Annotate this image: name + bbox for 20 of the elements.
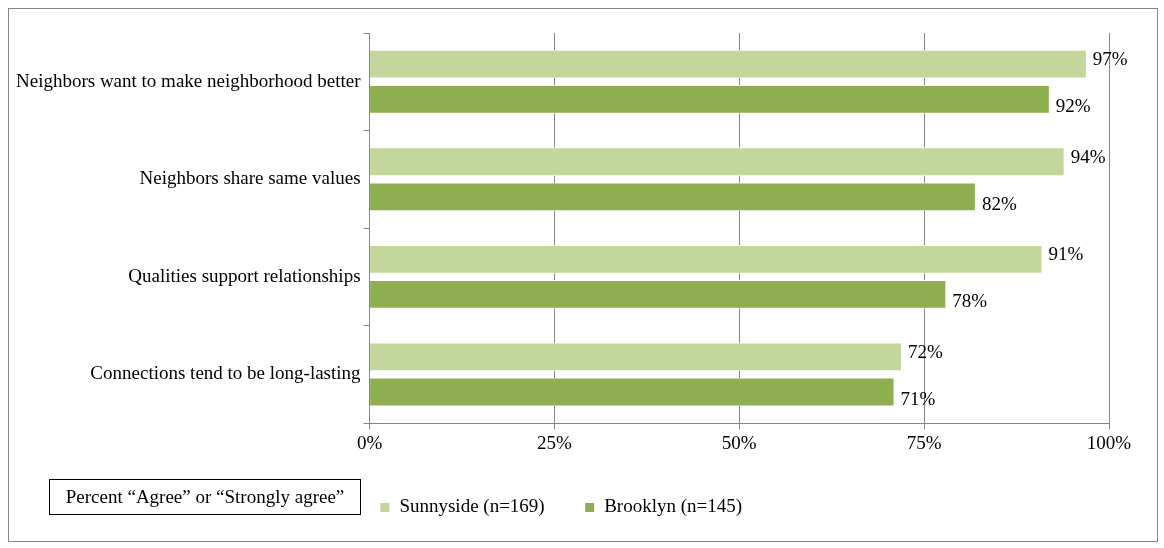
data-label: 97% [1092, 48, 1128, 70]
data-label: 72% [907, 340, 943, 362]
x-tick-label: 50% [721, 431, 757, 453]
legend-label: Brooklyn (n=145) [604, 495, 743, 518]
data-label: 91% [1048, 243, 1084, 265]
y-tick-label: Neighbors share same values [139, 167, 361, 189]
legend-label: Sunnyside (n=169) [399, 495, 545, 518]
data-label: 71% [900, 387, 936, 409]
data-label: 82% [981, 192, 1017, 214]
y-tick-label: Qualities support relationships [128, 264, 361, 286]
data-label: 78% [952, 290, 988, 312]
y-tick-label: Neighbors want to make neighborhood better [15, 69, 362, 91]
y-tick-label: Connections tend to be long-lasting [90, 362, 362, 384]
data-label: 94% [1070, 145, 1106, 167]
x-tick-label: 0% [356, 431, 383, 453]
data-label: 92% [1055, 95, 1091, 117]
x-tick-label: 100% [1086, 431, 1132, 453]
text: Percent “Agree” or “Strongly agree” [49, 479, 361, 515]
x-tick-label: 25% [537, 431, 572, 453]
x-tick-label: 75% [906, 431, 942, 453]
